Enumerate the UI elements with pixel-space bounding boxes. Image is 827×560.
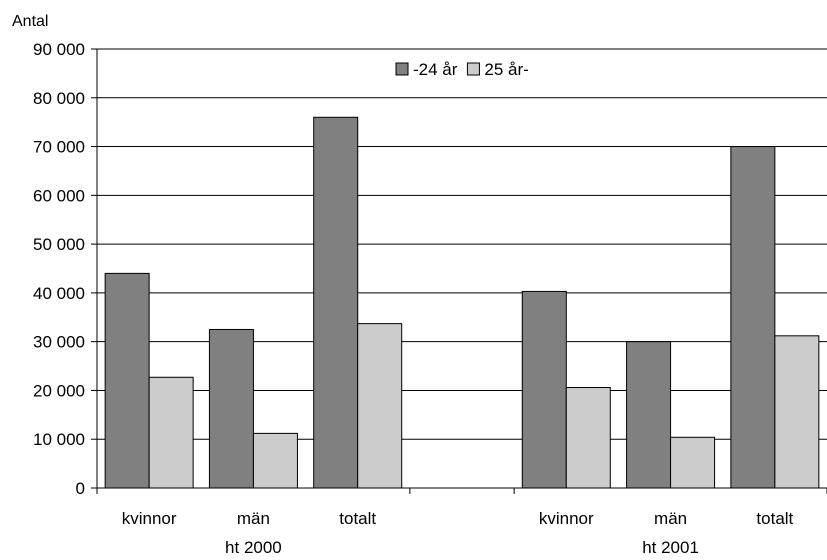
gridlines — [97, 48, 827, 440]
x-tick-label: män — [237, 509, 270, 528]
bar — [626, 341, 672, 489]
bar — [670, 436, 716, 489]
bar — [208, 328, 254, 489]
y-tick-label: 0 — [76, 479, 85, 498]
y-axis-label: Antal — [12, 13, 48, 30]
y-tick-label: 70 000 — [33, 138, 85, 157]
y-axis: 0 10 000 20 000 30 000 40 000 50 000 60 000 70 … — [33, 40, 98, 498]
bar — [252, 432, 298, 489]
x-tick-label: kvinnor — [122, 509, 177, 528]
bar — [565, 387, 611, 489]
bar — [357, 323, 403, 489]
legend-label: 25 år- — [484, 60, 528, 79]
bar — [104, 272, 150, 489]
bar — [730, 146, 776, 489]
y-tick-label: 10 000 — [33, 430, 85, 449]
x-tick-label: män — [654, 509, 687, 528]
legend-swatch — [395, 62, 409, 76]
bar — [148, 376, 194, 489]
x-group-label: ht 2001 — [642, 538, 699, 557]
x-tick-label: kvinnor — [539, 509, 594, 528]
y-tick-label: 90 000 — [33, 40, 85, 59]
y-tick-label: 30 000 — [33, 333, 85, 352]
legend-label: -24 år — [413, 60, 458, 79]
bar — [521, 290, 567, 489]
y-tick-label: 50 000 — [33, 235, 85, 254]
bar — [313, 116, 359, 489]
x-group-label: ht 2000 — [225, 538, 282, 557]
x-axis: kvinnor män totalt ht 2000 kvinnor män totalt h… — [96, 487, 827, 557]
legend-swatch — [466, 62, 480, 76]
bars — [104, 116, 820, 489]
y-tick-label: 80 000 — [33, 89, 85, 108]
x-tick-label: totalt — [756, 509, 793, 528]
x-tick-label: totalt — [339, 509, 376, 528]
legend: -24 år 25 år- — [395, 60, 529, 79]
bar — [774, 335, 820, 489]
y-tick-label: 20 000 — [33, 381, 85, 400]
y-tick-label: 60 000 — [33, 186, 85, 205]
y-tick-label: 40 000 — [33, 284, 85, 303]
